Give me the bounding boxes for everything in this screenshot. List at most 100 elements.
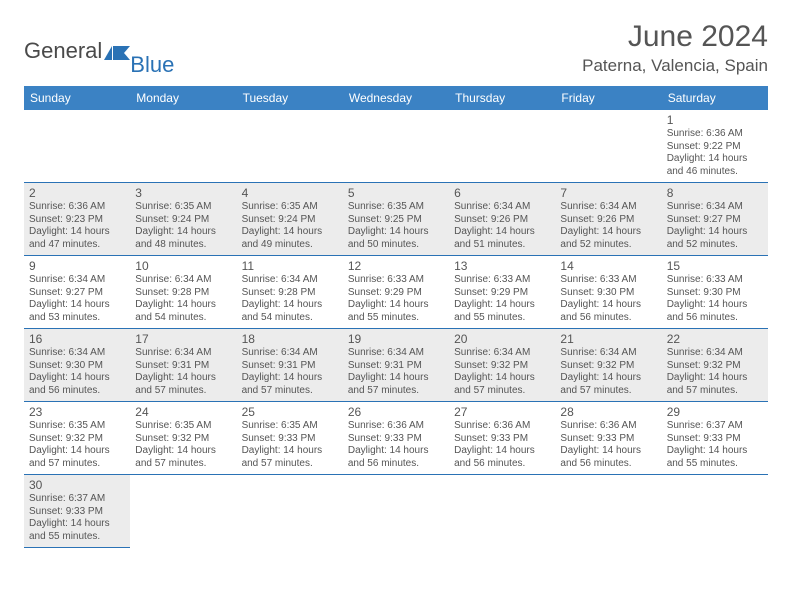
day-cell	[237, 110, 343, 183]
day-info: Sunrise: 6:33 AMSunset: 9:29 PMDaylight:…	[348, 274, 444, 324]
day-cell: 1Sunrise: 6:36 AMSunset: 9:22 PMDaylight…	[662, 110, 768, 183]
day-number: 19	[348, 332, 444, 346]
day-number: 1	[667, 113, 763, 127]
sunrise-text: Sunrise: 6:34 AM	[348, 347, 444, 360]
week-row: 1Sunrise: 6:36 AMSunset: 9:22 PMDaylight…	[24, 110, 768, 183]
day-header-fri: Friday	[555, 86, 661, 110]
day-cell: 13Sunrise: 6:33 AMSunset: 9:29 PMDayligh…	[449, 256, 555, 329]
daylight-text: Daylight: 14 hours and 56 minutes.	[667, 299, 763, 324]
daylight-text: Daylight: 14 hours and 57 minutes.	[242, 372, 338, 397]
day-cell: 27Sunrise: 6:36 AMSunset: 9:33 PMDayligh…	[449, 402, 555, 475]
sunset-text: Sunset: 9:30 PM	[667, 287, 763, 300]
sunset-text: Sunset: 9:26 PM	[560, 214, 656, 227]
day-info: Sunrise: 6:34 AMSunset: 9:26 PMDaylight:…	[560, 201, 656, 251]
day-info: Sunrise: 6:36 AMSunset: 9:33 PMDaylight:…	[560, 420, 656, 470]
day-cell	[449, 110, 555, 183]
day-cell: 26Sunrise: 6:36 AMSunset: 9:33 PMDayligh…	[343, 402, 449, 475]
day-info: Sunrise: 6:34 AMSunset: 9:30 PMDaylight:…	[29, 347, 125, 397]
daylight-text: Daylight: 14 hours and 57 minutes.	[454, 372, 550, 397]
day-header-sun: Sunday	[24, 86, 130, 110]
daylight-text: Daylight: 14 hours and 57 minutes.	[667, 372, 763, 397]
sunrise-text: Sunrise: 6:34 AM	[667, 347, 763, 360]
sunrise-text: Sunrise: 6:34 AM	[667, 201, 763, 214]
sunrise-text: Sunrise: 6:34 AM	[29, 274, 125, 287]
day-number: 29	[667, 405, 763, 419]
day-number: 25	[242, 405, 338, 419]
day-info: Sunrise: 6:34 AMSunset: 9:32 PMDaylight:…	[667, 347, 763, 397]
day-cell: 12Sunrise: 6:33 AMSunset: 9:29 PMDayligh…	[343, 256, 449, 329]
week-row: 30Sunrise: 6:37 AMSunset: 9:33 PMDayligh…	[24, 475, 768, 548]
day-number: 7	[560, 186, 656, 200]
day-number: 18	[242, 332, 338, 346]
calendar-body: 1Sunrise: 6:36 AMSunset: 9:22 PMDaylight…	[24, 110, 768, 548]
day-cell: 14Sunrise: 6:33 AMSunset: 9:30 PMDayligh…	[555, 256, 661, 329]
day-cell	[343, 110, 449, 183]
day-number: 27	[454, 405, 550, 419]
sunrise-text: Sunrise: 6:37 AM	[29, 493, 125, 506]
day-cell: 24Sunrise: 6:35 AMSunset: 9:32 PMDayligh…	[130, 402, 236, 475]
day-number: 22	[667, 332, 763, 346]
daylight-text: Daylight: 14 hours and 55 minutes.	[348, 299, 444, 324]
day-info: Sunrise: 6:35 AMSunset: 9:25 PMDaylight:…	[348, 201, 444, 251]
daylight-text: Daylight: 14 hours and 51 minutes.	[454, 226, 550, 251]
daylight-text: Daylight: 14 hours and 52 minutes.	[667, 226, 763, 251]
day-cell: 2Sunrise: 6:36 AMSunset: 9:23 PMDaylight…	[24, 183, 130, 256]
flag-icon	[104, 42, 130, 64]
sunset-text: Sunset: 9:31 PM	[135, 360, 231, 373]
day-number: 21	[560, 332, 656, 346]
sunrise-text: Sunrise: 6:34 AM	[135, 347, 231, 360]
day-number: 14	[560, 259, 656, 273]
day-number: 15	[667, 259, 763, 273]
day-info: Sunrise: 6:37 AMSunset: 9:33 PMDaylight:…	[29, 493, 125, 543]
sunrise-text: Sunrise: 6:36 AM	[560, 420, 656, 433]
sunrise-text: Sunrise: 6:36 AM	[348, 420, 444, 433]
sunrise-text: Sunrise: 6:35 AM	[135, 201, 231, 214]
day-info: Sunrise: 6:33 AMSunset: 9:30 PMDaylight:…	[560, 274, 656, 324]
day-info: Sunrise: 6:36 AMSunset: 9:33 PMDaylight:…	[348, 420, 444, 470]
day-cell: 11Sunrise: 6:34 AMSunset: 9:28 PMDayligh…	[237, 256, 343, 329]
day-info: Sunrise: 6:34 AMSunset: 9:26 PMDaylight:…	[454, 201, 550, 251]
day-info: Sunrise: 6:34 AMSunset: 9:32 PMDaylight:…	[560, 347, 656, 397]
sunrise-text: Sunrise: 6:35 AM	[242, 201, 338, 214]
day-cell: 23Sunrise: 6:35 AMSunset: 9:32 PMDayligh…	[24, 402, 130, 475]
day-cell	[237, 475, 343, 548]
sunset-text: Sunset: 9:32 PM	[135, 433, 231, 446]
day-cell	[130, 475, 236, 548]
week-row: 2Sunrise: 6:36 AMSunset: 9:23 PMDaylight…	[24, 183, 768, 256]
sunrise-text: Sunrise: 6:35 AM	[135, 420, 231, 433]
day-number: 28	[560, 405, 656, 419]
day-cell: 8Sunrise: 6:34 AMSunset: 9:27 PMDaylight…	[662, 183, 768, 256]
day-info: Sunrise: 6:36 AMSunset: 9:33 PMDaylight:…	[454, 420, 550, 470]
sunrise-text: Sunrise: 6:35 AM	[348, 201, 444, 214]
sunrise-text: Sunrise: 6:34 AM	[560, 201, 656, 214]
daylight-text: Daylight: 14 hours and 57 minutes.	[348, 372, 444, 397]
day-number: 16	[29, 332, 125, 346]
sunset-text: Sunset: 9:32 PM	[29, 433, 125, 446]
day-number: 13	[454, 259, 550, 273]
sunset-text: Sunset: 9:33 PM	[348, 433, 444, 446]
day-cell: 28Sunrise: 6:36 AMSunset: 9:33 PMDayligh…	[555, 402, 661, 475]
sunset-text: Sunset: 9:27 PM	[667, 214, 763, 227]
sunrise-text: Sunrise: 6:33 AM	[560, 274, 656, 287]
day-cell: 29Sunrise: 6:37 AMSunset: 9:33 PMDayligh…	[662, 402, 768, 475]
day-cell	[555, 475, 661, 548]
day-cell: 30Sunrise: 6:37 AMSunset: 9:33 PMDayligh…	[24, 475, 130, 548]
day-info: Sunrise: 6:35 AMSunset: 9:24 PMDaylight:…	[242, 201, 338, 251]
day-cell	[662, 475, 768, 548]
day-info: Sunrise: 6:36 AMSunset: 9:23 PMDaylight:…	[29, 201, 125, 251]
logo-text-general: General	[24, 38, 102, 64]
day-number: 3	[135, 186, 231, 200]
sunset-text: Sunset: 9:33 PM	[242, 433, 338, 446]
sunset-text: Sunset: 9:32 PM	[560, 360, 656, 373]
daylight-text: Daylight: 14 hours and 56 minutes.	[560, 299, 656, 324]
sunrise-text: Sunrise: 6:34 AM	[242, 347, 338, 360]
sunset-text: Sunset: 9:33 PM	[667, 433, 763, 446]
sunset-text: Sunset: 9:28 PM	[135, 287, 231, 300]
day-info: Sunrise: 6:34 AMSunset: 9:31 PMDaylight:…	[242, 347, 338, 397]
sunset-text: Sunset: 9:24 PM	[135, 214, 231, 227]
day-info: Sunrise: 6:35 AMSunset: 9:33 PMDaylight:…	[242, 420, 338, 470]
daylight-text: Daylight: 14 hours and 48 minutes.	[135, 226, 231, 251]
sunset-text: Sunset: 9:30 PM	[560, 287, 656, 300]
sunset-text: Sunset: 9:33 PM	[29, 506, 125, 519]
sunrise-text: Sunrise: 6:33 AM	[348, 274, 444, 287]
